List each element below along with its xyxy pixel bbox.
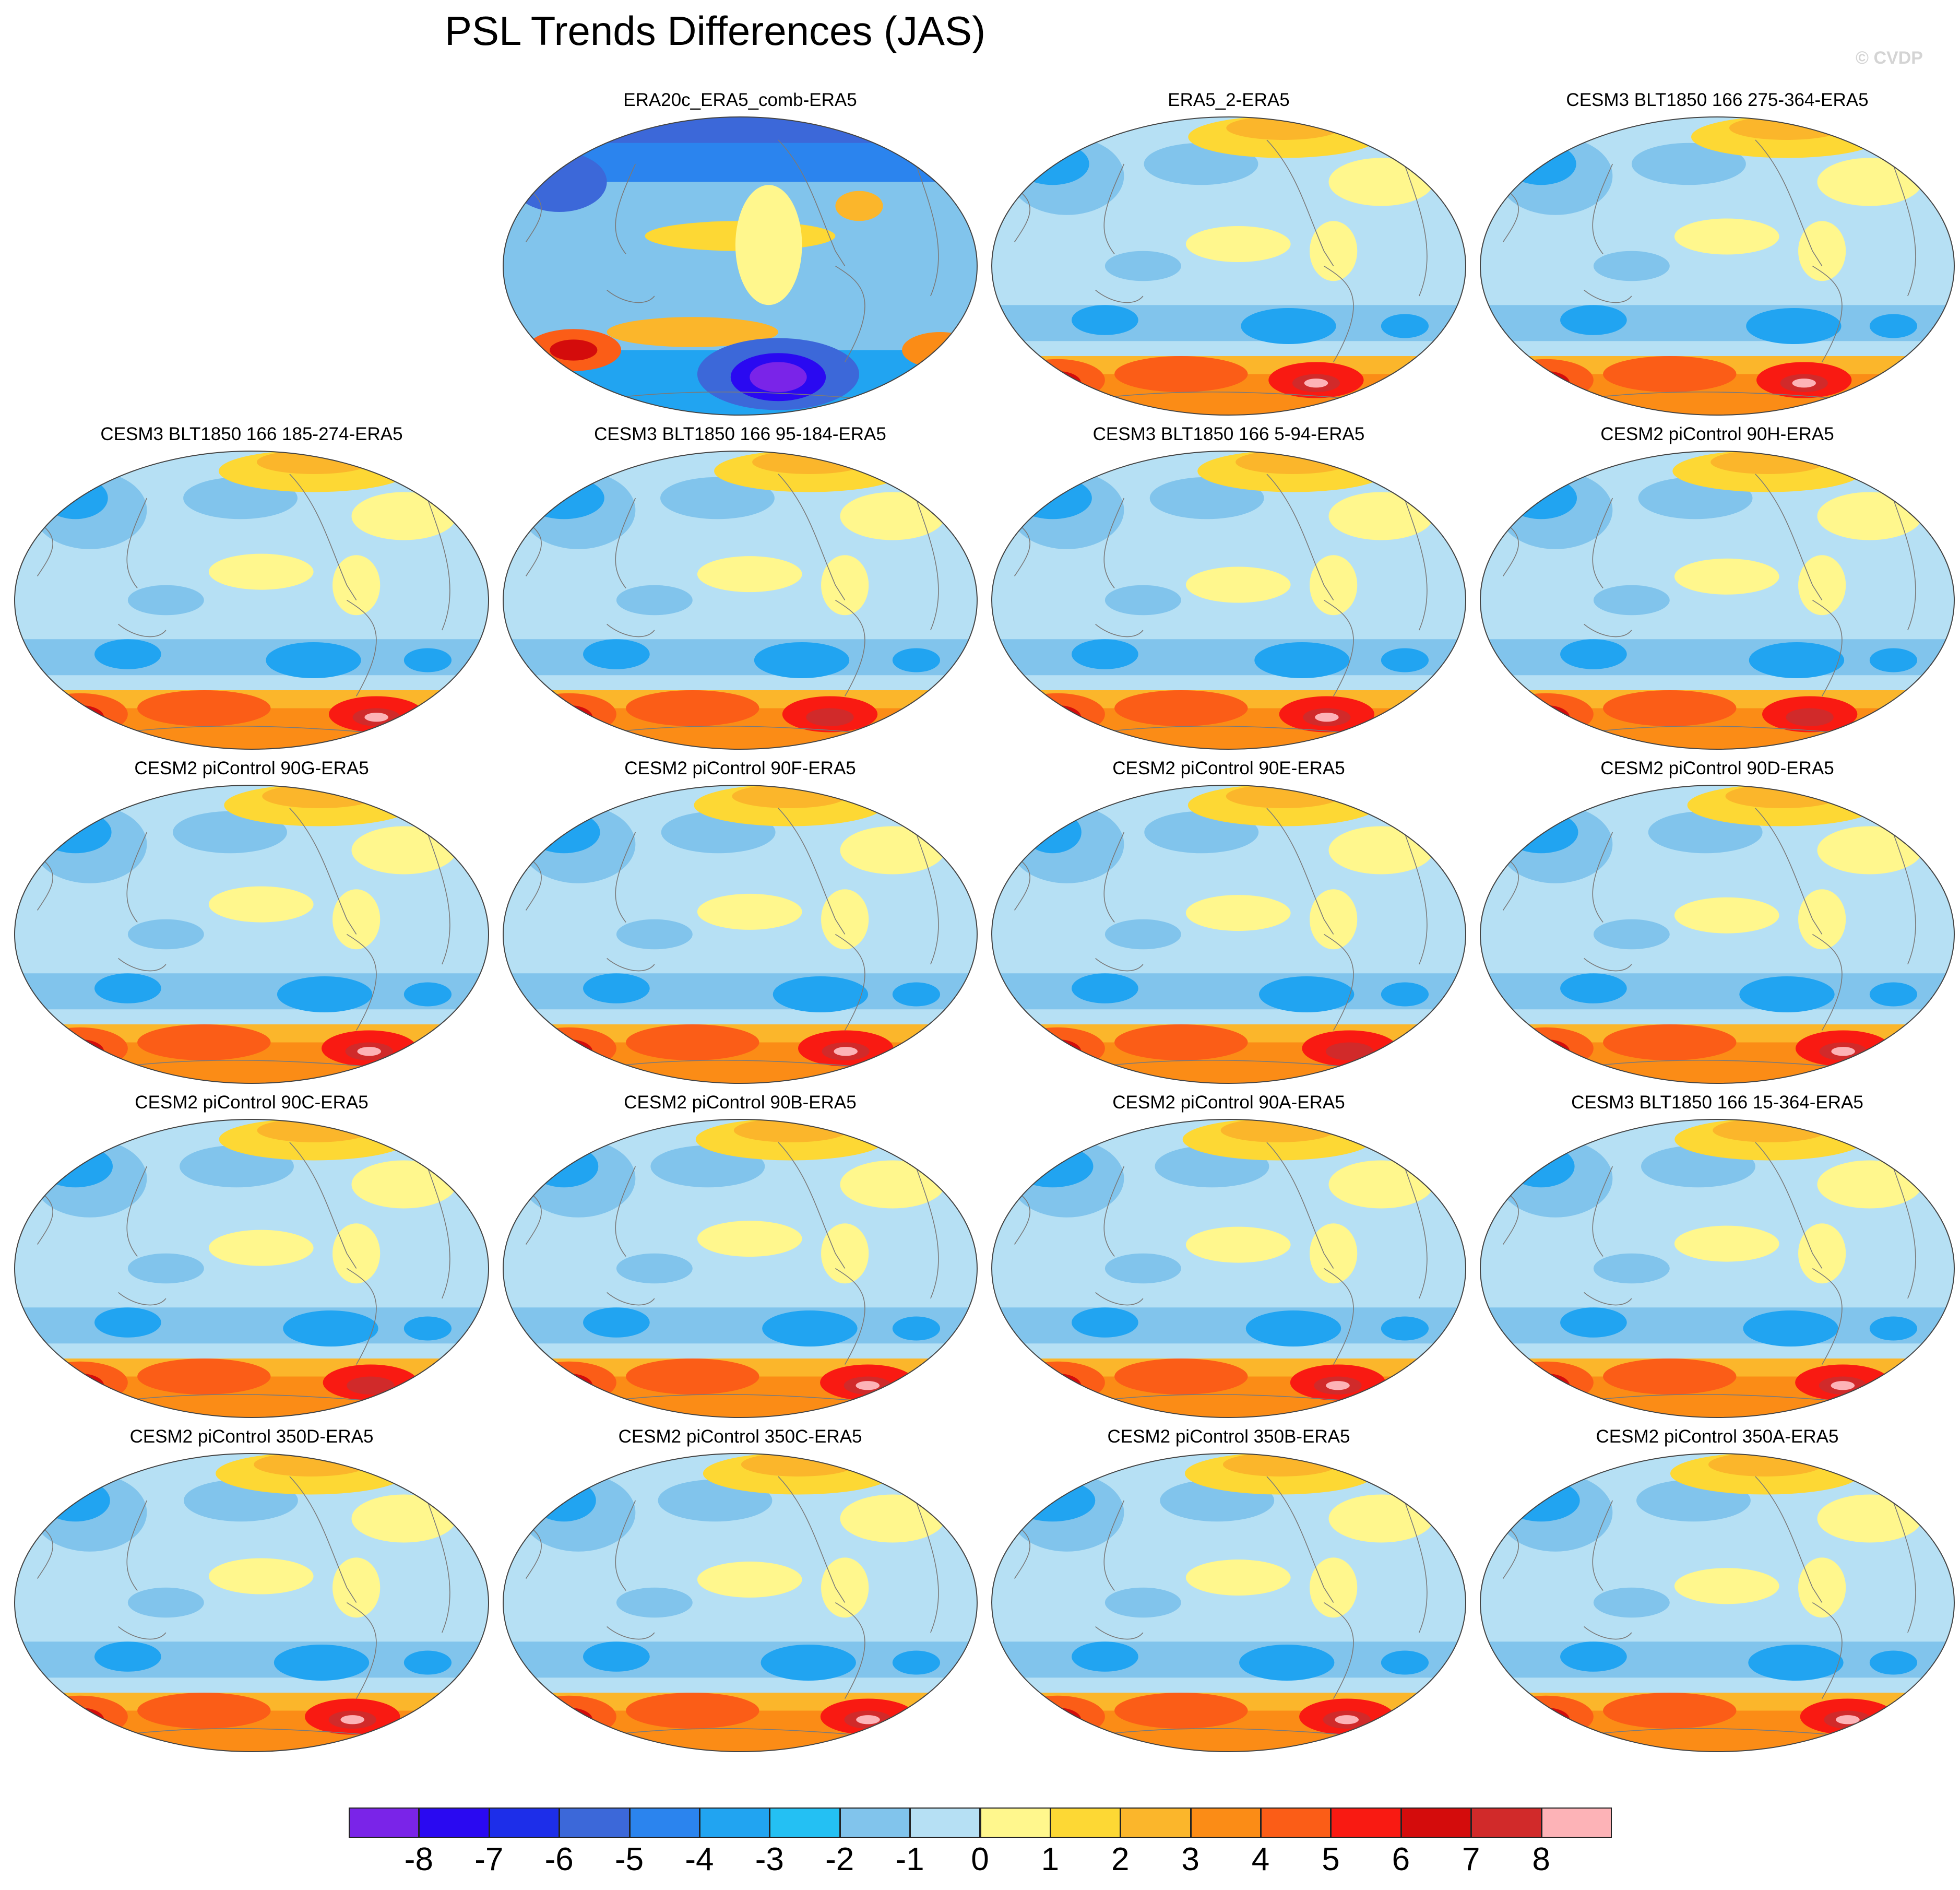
robinson-map [14, 785, 489, 1084]
panel-title: CESM2 piControl 90C-ERA5 [135, 1092, 369, 1113]
panel-title: CESM2 piControl 90H-ERA5 [1600, 424, 1834, 444]
colorbar-swatch [1541, 1808, 1612, 1838]
panel-title: CESM2 piControl 90A-ERA5 [1112, 1092, 1345, 1113]
colorbar-swatch [629, 1808, 700, 1838]
map-panel: CESM3 BLT1850 166 95-184-ERA5 [502, 424, 978, 750]
colorbar-swatch [349, 1808, 420, 1838]
panel-title: CESM3 BLT1850 166 15-364-ERA5 [1571, 1092, 1863, 1113]
panel-title: CESM2 piControl 350B-ERA5 [1107, 1426, 1350, 1447]
colorbar-swatch [910, 1808, 981, 1838]
robinson-map [14, 1119, 489, 1418]
robinson-map [14, 451, 489, 750]
colorbar-label: 1 [1041, 1841, 1060, 1877]
robinson-map [503, 116, 978, 416]
panel-title: CESM2 piControl 350A-ERA5 [1596, 1426, 1839, 1447]
colorbar-swatch [1261, 1808, 1332, 1838]
colorbar-label: -1 [895, 1841, 924, 1877]
map-panel: CESM2 piControl 350C-ERA5 [502, 1426, 978, 1753]
colorbar-swatch [1471, 1808, 1542, 1838]
map-panel: CESM3 BLT1850 166 15-364-ERA5 [1479, 1092, 1955, 1419]
robinson-map [991, 785, 1466, 1084]
panel-title: CESM3 BLT1850 166 275-364-ERA5 [1566, 90, 1869, 110]
panel-title: CESM3 BLT1850 166 185-274-ERA5 [100, 424, 403, 444]
colorbar-label: -3 [755, 1841, 784, 1877]
map-panel: CESM2 piControl 350A-ERA5 [1479, 1426, 1955, 1753]
colorbar-swatch [1120, 1808, 1191, 1838]
colorbar-label: -2 [825, 1841, 854, 1877]
map-panel: CESM2 piControl 350D-ERA5 [14, 1426, 490, 1753]
colorbar-swatch [419, 1808, 490, 1838]
map-panel: CESM2 piControl 90H-ERA5 [1479, 424, 1955, 750]
robinson-map [503, 1119, 978, 1418]
colorbar-label: -5 [614, 1841, 644, 1877]
map-panel: CESM2 piControl 90A-ERA5 [991, 1092, 1467, 1419]
colorbar-swatch [559, 1808, 630, 1838]
colorbar-swatch [1331, 1808, 1401, 1838]
colorbar-label: -4 [685, 1841, 714, 1877]
panel-title: CESM3 BLT1850 166 5-94-ERA5 [1092, 424, 1365, 444]
colorbar-swatch [839, 1808, 911, 1838]
robinson-map [503, 785, 978, 1084]
watermark: © CVDP [1856, 48, 1923, 68]
colorbar-swatch [980, 1808, 1051, 1838]
map-panel: CESM2 piControl 90D-ERA5 [1479, 758, 1955, 1084]
robinson-map [991, 451, 1466, 750]
panel-title: ERA5_2-ERA5 [1168, 90, 1290, 110]
colorbar-label: 2 [1111, 1841, 1130, 1877]
colorbar-swatch [699, 1808, 770, 1838]
map-panel: CESM2 piControl 90F-ERA5 [502, 758, 978, 1084]
robinson-map [991, 1119, 1466, 1418]
robinson-map [1480, 1119, 1955, 1418]
robinson-map [991, 1453, 1466, 1752]
robinson-map [991, 116, 1466, 416]
colorbar-swatch [489, 1808, 560, 1838]
robinson-map [14, 1453, 489, 1752]
panel-title: CESM2 piControl 90F-ERA5 [624, 758, 856, 778]
panel-title: CESM2 piControl 90E-ERA5 [1112, 758, 1345, 778]
panel-title: CESM2 piControl 350D-ERA5 [129, 1426, 374, 1447]
map-panel: CESM2 piControl 350B-ERA5 [991, 1426, 1467, 1753]
colorbar-swatch [1050, 1808, 1121, 1838]
colorbar-label: 4 [1251, 1841, 1270, 1877]
colorbar-label: 3 [1181, 1841, 1199, 1877]
map-panel: CESM3 BLT1850 166 275-364-ERA5 [1479, 90, 1955, 416]
colorbar-label: 5 [1322, 1841, 1340, 1877]
panel-title: CESM2 piControl 350C-ERA5 [618, 1426, 862, 1447]
map-panel: ERA5_2-ERA5 [991, 90, 1467, 416]
map-panel: CESM3 BLT1850 166 5-94-ERA5 [991, 424, 1467, 750]
colorbar-label: -6 [544, 1841, 574, 1877]
panel-title: ERA20c_ERA5_comb-ERA5 [623, 90, 857, 110]
map-panel: ERA20c_ERA5_comb-ERA5 [502, 90, 978, 416]
robinson-map [1480, 451, 1955, 750]
colorbar-swatch [1190, 1808, 1262, 1838]
colorbar-swatch [769, 1808, 840, 1838]
robinson-map [503, 451, 978, 750]
panel-title: CESM2 piControl 90D-ERA5 [1600, 758, 1834, 778]
map-panel: CESM2 piControl 90B-ERA5 [502, 1092, 978, 1419]
robinson-map [1480, 785, 1955, 1084]
map-panel: CESM2 piControl 90G-ERA5 [14, 758, 490, 1084]
colorbar-label: 0 [971, 1841, 989, 1877]
robinson-map [1480, 1453, 1955, 1752]
map-panel: CESM3 BLT1850 166 185-274-ERA5 [14, 424, 490, 750]
map-panel-grid: ERA20c_ERA5_comb-ERA5 ERA5_2-ERA5 CESM3 BL… [14, 90, 1955, 1753]
colorbar-label: -8 [404, 1841, 433, 1877]
robinson-map [1480, 116, 1955, 416]
colorbar-label: 7 [1462, 1841, 1480, 1877]
panel-title: CESM3 BLT1850 166 95-184-ERA5 [594, 424, 886, 444]
colorbar-swatch [1400, 1808, 1472, 1838]
colorbar-label: 8 [1532, 1841, 1550, 1877]
map-panel: CESM2 piControl 90E-ERA5 [991, 758, 1467, 1084]
map-panel: CESM2 piControl 90C-ERA5 [14, 1092, 490, 1419]
colorbar-label: -7 [474, 1841, 504, 1877]
figure-title: PSL Trends Differences (JAS) [444, 8, 986, 54]
panel-title: CESM2 piControl 90B-ERA5 [624, 1092, 857, 1113]
panel-title: CESM2 piControl 90G-ERA5 [134, 758, 369, 778]
robinson-map [503, 1453, 978, 1752]
colorbar-label: 6 [1392, 1841, 1410, 1877]
